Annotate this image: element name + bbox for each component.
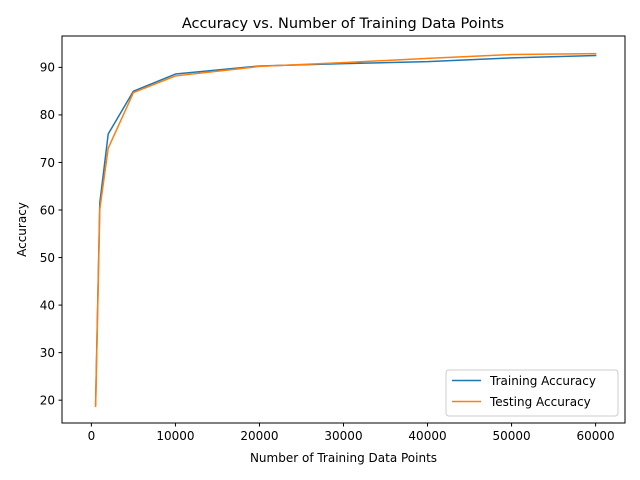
y-tick-label: 90	[40, 61, 55, 75]
x-tick-label: 60000	[576, 429, 614, 443]
y-axis-ticks: 20 30 40 50 60 70 80 90	[40, 61, 62, 407]
y-tick-label: 70	[40, 156, 55, 170]
x-tick-label: 20000	[240, 429, 278, 443]
y-tick-label: 20	[40, 393, 55, 407]
x-tick-label: 50000	[492, 429, 530, 443]
series-line-testing-accuracy	[94, 52, 597, 408]
legend: Training Accuracy Testing Accuracy	[445, 369, 619, 417]
plot-area-frame	[61, 35, 626, 424]
legend-box	[445, 369, 619, 417]
y-tick-label: 30	[40, 346, 55, 360]
y-tick-label: 60	[40, 203, 55, 217]
legend-label-training-accuracy: Training Accuracy	[489, 374, 596, 388]
series-lines	[94, 52, 597, 408]
series-line-training-accuracy	[94, 54, 597, 405]
x-tick-label: 0	[88, 429, 96, 443]
y-tick-label: 40	[40, 298, 55, 312]
x-axis-label: Number of Training Data Points	[250, 451, 437, 465]
x-tick-label: 10000	[156, 429, 194, 443]
x-axis-ticks: 0 10000 20000 30000 40000 50000 60000	[88, 423, 615, 443]
y-tick-label: 50	[40, 251, 55, 265]
y-tick-label: 80	[40, 108, 55, 122]
legend-label-testing-accuracy: Testing Accuracy	[489, 395, 591, 409]
chart-title: Accuracy vs. Number of Training Data Poi…	[182, 16, 504, 32]
x-tick-label: 30000	[324, 429, 362, 443]
x-tick-label: 40000	[408, 429, 446, 443]
y-axis-label: Accuracy	[15, 202, 29, 257]
